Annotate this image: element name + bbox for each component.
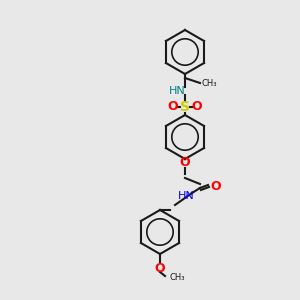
Text: O: O [211, 181, 221, 194]
Text: O: O [168, 100, 178, 113]
Text: O: O [192, 100, 202, 113]
Text: O: O [155, 262, 165, 275]
Text: CH₃: CH₃ [201, 80, 217, 88]
Text: CH₃: CH₃ [170, 274, 185, 283]
Text: S: S [180, 100, 190, 114]
Text: HN: HN [178, 191, 194, 201]
Text: O: O [180, 157, 190, 169]
Text: HN: HN [169, 86, 185, 96]
